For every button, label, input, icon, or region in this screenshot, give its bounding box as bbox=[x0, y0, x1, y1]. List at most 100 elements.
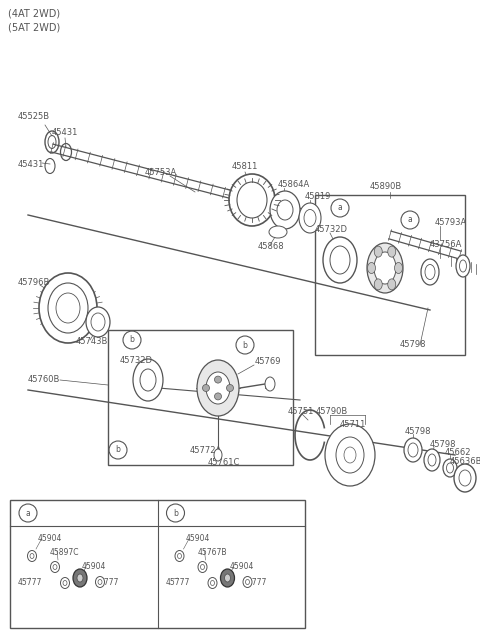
Text: (5AT 2WD): (5AT 2WD) bbox=[8, 22, 60, 32]
Text: b: b bbox=[242, 340, 247, 350]
Text: 45904: 45904 bbox=[82, 562, 107, 571]
Text: 45819: 45819 bbox=[305, 192, 331, 201]
Text: (4AT 2WD): (4AT 2WD) bbox=[8, 8, 60, 18]
Bar bbox=[315, 195, 465, 355]
Text: 45777: 45777 bbox=[95, 578, 120, 587]
Ellipse shape bbox=[425, 265, 435, 279]
Text: 45525B: 45525B bbox=[18, 112, 50, 121]
Ellipse shape bbox=[48, 283, 88, 333]
Text: 45431: 45431 bbox=[18, 160, 44, 169]
Ellipse shape bbox=[459, 260, 467, 272]
Ellipse shape bbox=[374, 279, 382, 290]
Ellipse shape bbox=[446, 463, 454, 473]
Ellipse shape bbox=[265, 377, 275, 391]
Ellipse shape bbox=[245, 579, 250, 584]
Ellipse shape bbox=[30, 553, 34, 558]
Ellipse shape bbox=[456, 255, 470, 277]
Text: 45798: 45798 bbox=[430, 440, 456, 449]
Ellipse shape bbox=[27, 551, 36, 562]
Ellipse shape bbox=[98, 579, 102, 584]
Text: 45777: 45777 bbox=[18, 578, 42, 587]
Ellipse shape bbox=[269, 226, 287, 238]
Ellipse shape bbox=[270, 191, 300, 229]
Text: b: b bbox=[130, 336, 134, 345]
Ellipse shape bbox=[388, 279, 396, 290]
Text: b: b bbox=[173, 509, 178, 518]
Text: 45662: 45662 bbox=[445, 448, 471, 457]
Ellipse shape bbox=[206, 372, 230, 404]
Bar bbox=[10, 500, 305, 628]
Text: 45777: 45777 bbox=[242, 578, 267, 587]
Ellipse shape bbox=[368, 263, 375, 273]
Text: 45743B: 45743B bbox=[76, 337, 108, 346]
Circle shape bbox=[215, 376, 221, 383]
Ellipse shape bbox=[325, 424, 375, 486]
Text: 45767B: 45767B bbox=[197, 548, 227, 557]
Text: 45753A: 45753A bbox=[145, 168, 177, 177]
Circle shape bbox=[215, 393, 221, 400]
Ellipse shape bbox=[50, 562, 60, 572]
Text: 45732D: 45732D bbox=[315, 225, 348, 234]
Text: 45431: 45431 bbox=[52, 128, 78, 137]
Text: b: b bbox=[116, 445, 120, 455]
Text: 45904: 45904 bbox=[38, 534, 62, 543]
Ellipse shape bbox=[73, 569, 87, 587]
Ellipse shape bbox=[96, 576, 105, 588]
Ellipse shape bbox=[77, 574, 83, 582]
Text: a: a bbox=[25, 509, 30, 518]
Text: 45868: 45868 bbox=[258, 242, 285, 251]
Ellipse shape bbox=[175, 551, 184, 562]
Ellipse shape bbox=[201, 565, 204, 569]
Ellipse shape bbox=[178, 553, 181, 558]
Text: 45864A: 45864A bbox=[278, 180, 310, 189]
Ellipse shape bbox=[367, 243, 403, 293]
Text: 45751: 45751 bbox=[288, 407, 314, 416]
Circle shape bbox=[203, 385, 209, 392]
Ellipse shape bbox=[229, 174, 275, 226]
Text: 45811: 45811 bbox=[232, 162, 258, 171]
Text: 45796B: 45796B bbox=[18, 278, 50, 287]
Text: a: a bbox=[408, 216, 412, 225]
Ellipse shape bbox=[208, 577, 217, 588]
Ellipse shape bbox=[454, 464, 476, 492]
Ellipse shape bbox=[237, 182, 267, 218]
Ellipse shape bbox=[395, 263, 403, 273]
Ellipse shape bbox=[60, 577, 70, 588]
Ellipse shape bbox=[336, 437, 364, 473]
Ellipse shape bbox=[388, 246, 396, 257]
Ellipse shape bbox=[374, 246, 382, 257]
Ellipse shape bbox=[220, 569, 235, 587]
Circle shape bbox=[227, 385, 233, 392]
Ellipse shape bbox=[330, 246, 350, 274]
Text: 45904: 45904 bbox=[229, 562, 254, 571]
Ellipse shape bbox=[408, 443, 418, 457]
Text: a: a bbox=[337, 204, 342, 212]
Ellipse shape bbox=[421, 259, 439, 285]
Text: 45711: 45711 bbox=[340, 420, 366, 429]
Ellipse shape bbox=[299, 203, 321, 233]
Ellipse shape bbox=[198, 562, 207, 572]
Ellipse shape bbox=[459, 470, 471, 486]
Ellipse shape bbox=[344, 447, 356, 463]
Text: 43756A: 43756A bbox=[430, 240, 462, 249]
Text: 45732D: 45732D bbox=[120, 356, 153, 365]
Text: 45790B: 45790B bbox=[316, 407, 348, 416]
Ellipse shape bbox=[86, 307, 110, 337]
Ellipse shape bbox=[140, 369, 156, 391]
Text: 45636B: 45636B bbox=[450, 457, 480, 466]
Ellipse shape bbox=[91, 313, 105, 331]
Ellipse shape bbox=[374, 252, 396, 284]
Ellipse shape bbox=[53, 565, 57, 569]
Text: 45761C: 45761C bbox=[208, 458, 240, 467]
Ellipse shape bbox=[404, 438, 422, 462]
Ellipse shape bbox=[323, 237, 357, 283]
Ellipse shape bbox=[39, 273, 97, 343]
Text: 45904: 45904 bbox=[185, 534, 210, 543]
Ellipse shape bbox=[63, 581, 67, 586]
Ellipse shape bbox=[197, 360, 239, 416]
Text: 45769: 45769 bbox=[255, 357, 281, 366]
Text: 45890B: 45890B bbox=[370, 182, 402, 191]
Ellipse shape bbox=[211, 581, 215, 586]
Text: 45777: 45777 bbox=[166, 578, 190, 587]
Ellipse shape bbox=[214, 449, 222, 461]
